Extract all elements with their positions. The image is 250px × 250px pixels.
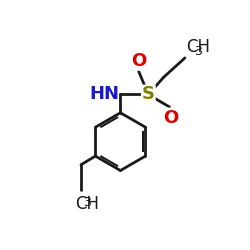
Text: CH: CH: [186, 38, 210, 56]
Text: CH: CH: [75, 194, 99, 212]
Text: 3: 3: [194, 44, 202, 58]
Text: O: O: [131, 52, 146, 70]
Text: O: O: [163, 108, 178, 126]
Text: S: S: [142, 86, 155, 103]
Text: HN: HN: [89, 86, 119, 103]
Text: 3: 3: [83, 196, 91, 209]
